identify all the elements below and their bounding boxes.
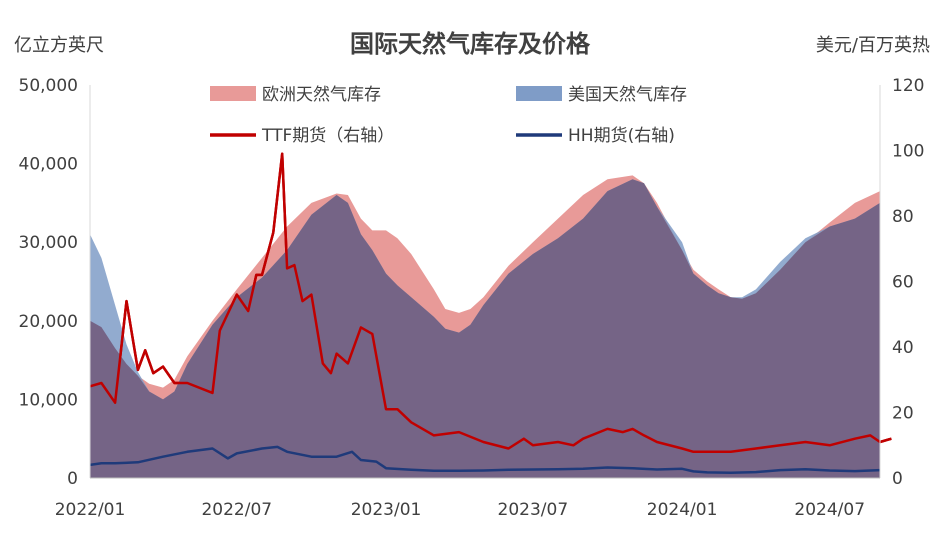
x-tick-label: 2024/01 bbox=[647, 500, 718, 520]
right-tick-label: 0 bbox=[892, 469, 903, 489]
right-axis-unit: 美元/百万英热 bbox=[816, 35, 930, 56]
chart-title: 国际天然气库存及价格 bbox=[350, 30, 591, 58]
legend-label-ttf: TTF期货（右轴） bbox=[261, 126, 394, 146]
x-tick-label: 2023/01 bbox=[351, 500, 422, 520]
plot-area bbox=[89, 152, 892, 479]
legend-label-hh: HH期货(右轴) bbox=[568, 126, 675, 146]
left-axis-unit: 亿立方英尺 bbox=[14, 35, 104, 56]
x-tick-label: 2022/01 bbox=[55, 500, 126, 520]
legend-swatch-us bbox=[516, 86, 562, 101]
hh-price-line-top bbox=[89, 445, 881, 475]
legend: 欧洲天然气库存 美国天然气库存 TTF期货（右轴） HH期货(右轴) bbox=[210, 85, 687, 146]
tick-labels: 0 10,000 20,000 30,000 40,000 50,000 0 20 40 60 80… bbox=[19, 76, 925, 520]
right-tick-label: 100 bbox=[892, 142, 924, 162]
x-tick-label: 2023/07 bbox=[498, 500, 569, 520]
x-tick-label: 2024/07 bbox=[794, 500, 865, 520]
legend-label-us: 美国天然气库存 bbox=[568, 85, 687, 105]
right-tick-label: 80 bbox=[892, 207, 914, 227]
legend-label-eu: 欧洲天然气库存 bbox=[262, 85, 381, 105]
left-tick-label: 50,000 bbox=[19, 76, 78, 96]
right-tick-label: 60 bbox=[892, 273, 914, 293]
left-tick-label: 40,000 bbox=[19, 155, 78, 175]
left-tick-label: 10,000 bbox=[19, 390, 78, 410]
right-tick-label: 20 bbox=[892, 404, 914, 424]
left-tick-label: 0 bbox=[67, 469, 78, 489]
ttf-price-line-top bbox=[89, 152, 892, 454]
left-tick-label: 20,000 bbox=[19, 312, 78, 332]
right-tick-label: 40 bbox=[892, 338, 914, 358]
legend-swatch-eu bbox=[210, 86, 256, 101]
x-tick-label: 2022/07 bbox=[201, 500, 272, 520]
axes bbox=[89, 85, 881, 479]
right-tick-label: 120 bbox=[892, 76, 924, 96]
left-tick-label: 30,000 bbox=[19, 233, 78, 253]
